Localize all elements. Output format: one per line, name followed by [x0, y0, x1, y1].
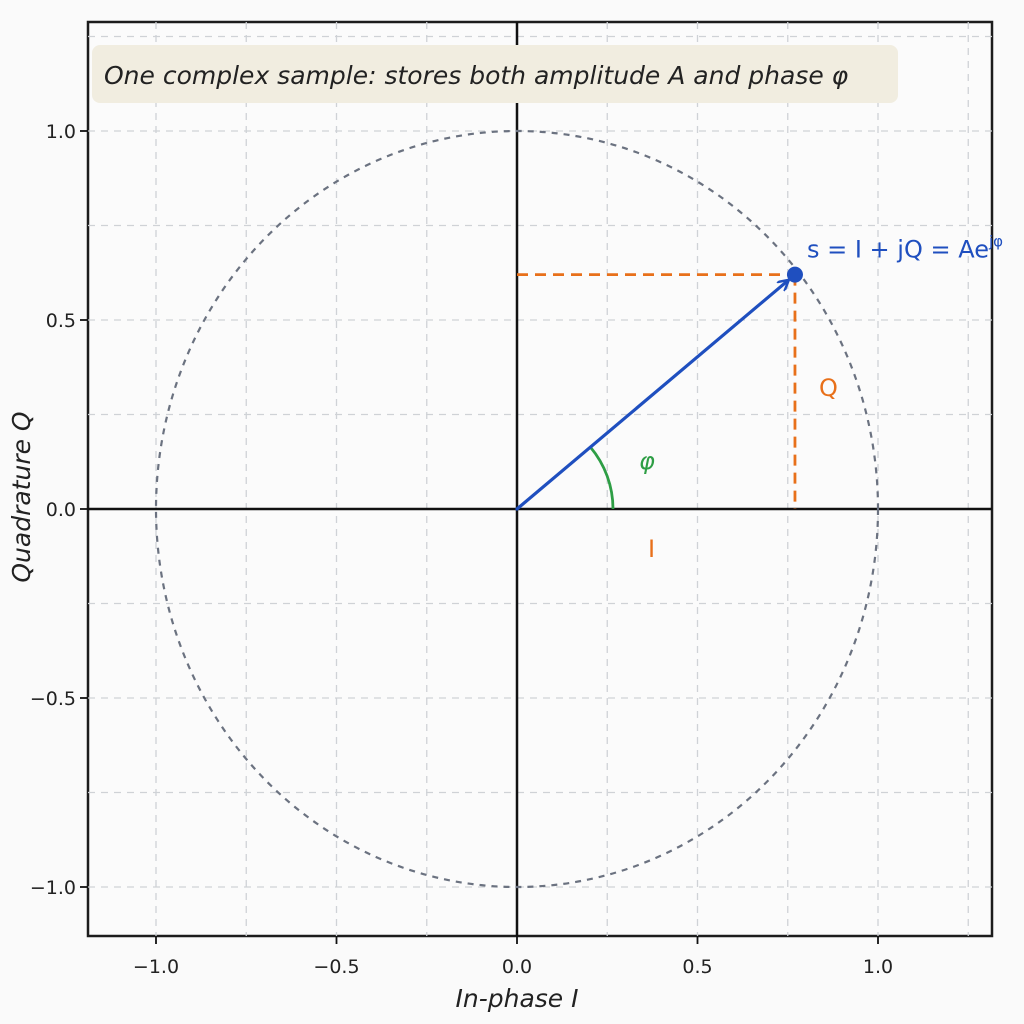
sample-vector-arrow	[515, 280, 788, 511]
plot-frame	[86, 20, 994, 938]
x-tick-label: 1.0	[863, 956, 893, 978]
title-box	[92, 45, 898, 103]
x-tick-label: 0.5	[682, 956, 712, 978]
y-tick-label: 1.0	[46, 121, 76, 143]
x-tick-label: −1.0	[133, 956, 179, 978]
x-axis-title: In-phase I	[456, 984, 579, 1013]
i-component-label: I	[648, 535, 655, 563]
x-tick-label: −0.5	[313, 956, 359, 978]
y-tick-label: −1.0	[30, 877, 76, 899]
y-axis-title: Quadrature Q	[7, 411, 36, 582]
phase-label: φ	[639, 447, 655, 475]
y-tick-label: 0.5	[46, 310, 76, 332]
axis-ticks: −1.0 −0.5 0.0 0.5 1.0 1.0 0.5 0.0 −0.5 −1.0	[30, 121, 893, 978]
sample-point	[786, 266, 803, 283]
y-tick-label: −0.5	[30, 688, 76, 710]
chart-title: One complex sample: stores both amplitud…	[104, 61, 849, 90]
sample-equation-label: s = I + jQ = Aejφ	[807, 233, 1003, 264]
unit-circle	[154, 129, 880, 889]
phase-angle-arc	[589, 446, 615, 510]
q-component-label: Q	[819, 374, 838, 402]
sample-equation-main: s = I + jQ = Ae	[807, 236, 989, 264]
x-tick-label: 0.0	[502, 956, 532, 978]
sample-equation-exponent: jφ	[988, 233, 1003, 251]
y-tick-label: 0.0	[46, 499, 76, 521]
